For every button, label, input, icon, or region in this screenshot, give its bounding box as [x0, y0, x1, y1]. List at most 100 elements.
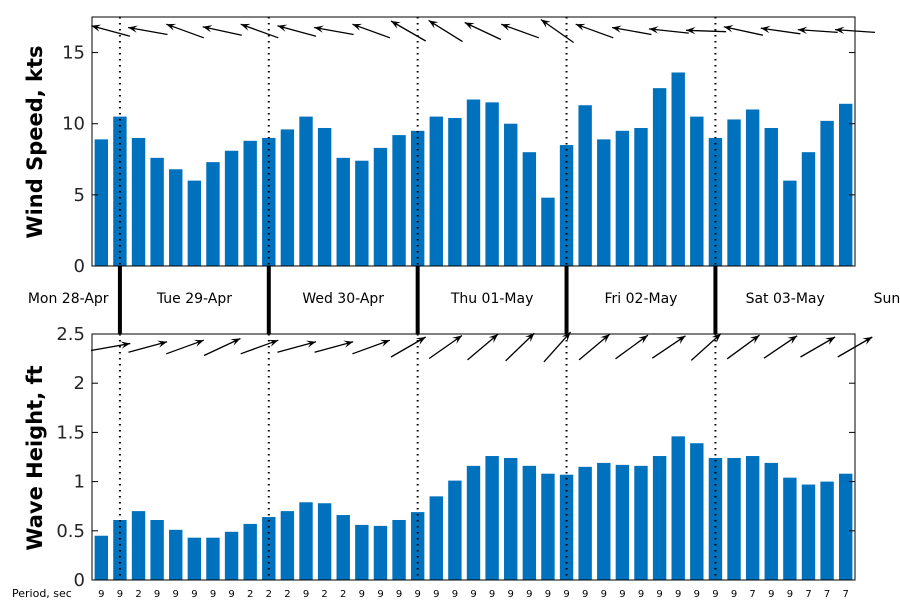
period-value: 9 [98, 589, 104, 600]
period-value: 9 [173, 589, 179, 600]
period-value: 9 [210, 589, 216, 600]
wind-direction-arrow [352, 23, 391, 39]
wave-bar [373, 525, 388, 580]
wind-bar [243, 140, 257, 266]
wind-bar [392, 135, 406, 266]
wind-bar [131, 137, 146, 266]
wave-bar [652, 456, 667, 580]
wind-bar [94, 139, 109, 266]
wave-bar [764, 462, 778, 580]
wind-bar [336, 157, 350, 266]
wind-direction-arrow [91, 24, 131, 37]
period-value: 2 [321, 589, 327, 600]
wind-direction-arrow [575, 23, 614, 39]
wind-bar [745, 109, 760, 267]
wave-bar [299, 502, 313, 580]
wave-direction-arrow [837, 336, 873, 358]
wave-bar [634, 465, 648, 580]
wave-direction-arrow [203, 337, 241, 357]
wind-bar [578, 105, 592, 266]
wave-bar [597, 462, 611, 580]
wave-direction-arrow [763, 335, 798, 359]
period-value: 9 [563, 589, 569, 600]
wave-bar [485, 456, 499, 580]
wave-bar [410, 512, 425, 580]
wave-direction-arrow [543, 331, 572, 363]
wave-direction-arrow [651, 335, 686, 359]
wave-direction-arrow [240, 339, 279, 355]
wind-bar [708, 137, 723, 266]
wind-bar [652, 88, 667, 266]
period-value: 7 [843, 589, 849, 600]
period-value: 2 [266, 589, 272, 600]
day-label: Sun [874, 291, 900, 307]
wind-bar [690, 116, 704, 266]
wind-bar [485, 102, 499, 267]
period-value: 9 [303, 589, 309, 600]
wave-ytick-label: 1 [74, 472, 85, 493]
day-label: Fri 02-May [605, 291, 678, 307]
wave-bar [801, 484, 816, 580]
period-value: 9 [731, 589, 737, 600]
wind-direction-arrow [500, 23, 540, 39]
wave-direction-arrow [277, 340, 317, 353]
day-label: Wed 30-Apr [302, 291, 384, 307]
wave-bar [169, 529, 183, 580]
wave-bar [541, 473, 555, 580]
period-value: 7 [749, 589, 755, 600]
wave-bar [615, 464, 630, 580]
wave-bar [392, 519, 406, 580]
wave-ytick-label: 0 [74, 570, 85, 591]
period-value: 9 [508, 589, 514, 600]
wind-bar [206, 162, 220, 266]
period-value: 2 [135, 589, 141, 600]
period-row: Period, sec 9 9 2 9 9 9 9 9 2 2 2 9 2 2 9 9 9 9 9 9 9 9 9 9 9 9 9 9… [12, 587, 849, 600]
period-value: 9 [545, 589, 551, 600]
wave-bar [113, 519, 127, 580]
wind-bar [355, 160, 369, 266]
wind-bar [150, 157, 164, 266]
wave-bar [336, 515, 350, 580]
day-label: Thu 01-May [450, 291, 534, 307]
period-value: 9 [470, 589, 476, 600]
wave-bar [243, 523, 257, 580]
wave-bar [429, 496, 443, 580]
day-label: Sat 03-May [746, 291, 825, 307]
period-value: 2 [340, 589, 346, 600]
period-value: 9 [694, 589, 700, 600]
wind-direction-arrow [760, 25, 801, 35]
wind-bar [634, 127, 648, 266]
period-value: 9 [787, 589, 793, 600]
period-value: 9 [489, 589, 495, 600]
period-value: 9 [768, 589, 774, 600]
wave-direction-arrow [352, 339, 391, 355]
wind-bar [373, 147, 388, 266]
wave-bar [150, 519, 164, 580]
wind-bar [466, 99, 481, 266]
period-value: 9 [582, 589, 588, 600]
wind-direction-arrow [390, 20, 427, 42]
wave-direction-arrow [800, 336, 836, 358]
day-label: Tue 29-Apr [156, 291, 232, 307]
wave-ytick-label: 1.5 [56, 422, 85, 443]
period-value: 9 [712, 589, 718, 600]
wind-direction-arrow [686, 26, 727, 35]
wave-bar [783, 477, 797, 580]
wave-direction-arrow [314, 340, 354, 353]
wave-bar [187, 537, 202, 580]
wave-ylabel: Wave Height, ft [23, 365, 47, 550]
wave-direction-arrow [615, 334, 649, 360]
wind-ylabel: Wind Speed, kts [23, 45, 47, 238]
wave-direction-arrow [390, 336, 427, 358]
wind-direction-arrow [166, 23, 205, 39]
wave-direction-arrow [578, 333, 611, 361]
period-value: 9 [191, 589, 197, 600]
wind-direction-arrow [127, 25, 168, 36]
wave-direction-arrow [166, 339, 205, 355]
wave-bar [317, 503, 332, 580]
period-value: 2 [247, 589, 253, 600]
period-value: 9 [359, 589, 365, 600]
wave-direction-arrow [690, 333, 722, 361]
wave-direction-arrow [128, 340, 168, 353]
period-value: 9 [452, 589, 458, 600]
